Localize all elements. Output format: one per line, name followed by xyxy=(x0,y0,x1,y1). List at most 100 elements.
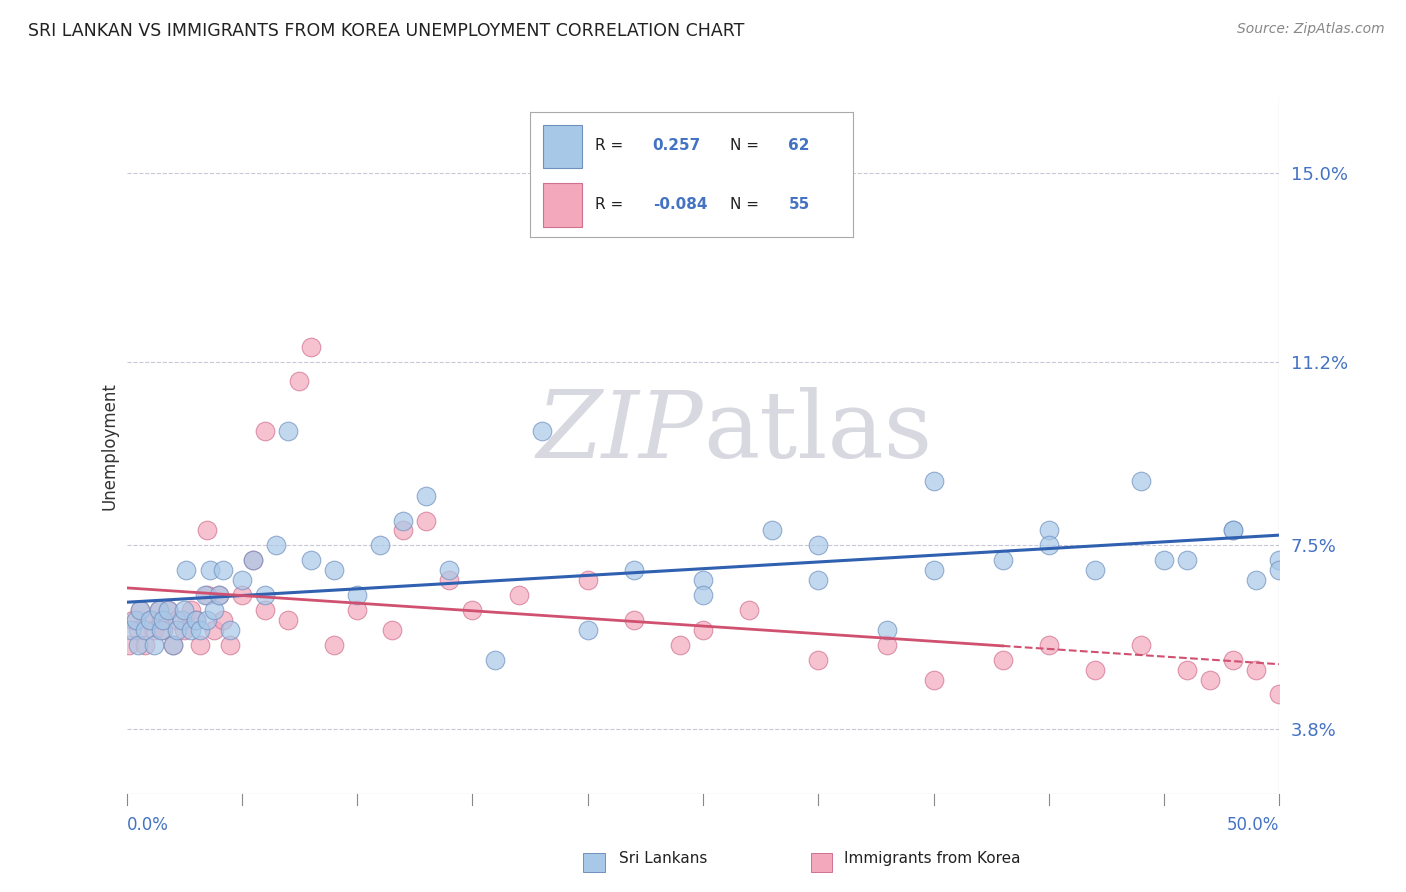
Point xyxy=(991,553,1014,567)
Point xyxy=(143,623,166,637)
Point xyxy=(208,588,231,602)
Point xyxy=(299,553,322,567)
Point xyxy=(180,603,202,617)
Point xyxy=(242,553,264,567)
Point xyxy=(807,653,830,667)
Point xyxy=(1246,663,1268,677)
Point xyxy=(162,638,184,652)
Point xyxy=(576,573,599,587)
Point xyxy=(212,563,235,577)
Point xyxy=(150,623,173,637)
Text: ZIP: ZIP xyxy=(536,387,703,477)
Point xyxy=(120,623,142,637)
Point xyxy=(253,588,276,602)
Point xyxy=(219,623,242,637)
Point xyxy=(1222,653,1244,667)
Point xyxy=(508,588,530,602)
Point xyxy=(530,424,553,438)
Point xyxy=(922,673,945,687)
Point xyxy=(198,563,221,577)
Point xyxy=(1222,524,1244,538)
Point xyxy=(439,573,461,587)
Point xyxy=(1175,553,1198,567)
Point xyxy=(170,613,193,627)
Point xyxy=(1268,563,1291,577)
Point xyxy=(231,588,253,602)
Point xyxy=(138,613,160,627)
Point xyxy=(1038,638,1060,652)
Point xyxy=(692,573,714,587)
Point xyxy=(392,524,415,538)
Point xyxy=(922,563,945,577)
Point xyxy=(176,563,198,577)
Point xyxy=(922,474,945,488)
Point xyxy=(415,489,437,503)
Point xyxy=(1175,663,1198,677)
Point xyxy=(669,638,692,652)
Point xyxy=(738,603,761,617)
Point xyxy=(195,524,218,538)
Point xyxy=(195,588,218,602)
Point xyxy=(623,613,645,627)
Point xyxy=(346,603,368,617)
Point xyxy=(692,623,714,637)
Point xyxy=(876,623,898,637)
Point xyxy=(484,653,506,667)
Point xyxy=(1222,524,1244,538)
Point xyxy=(253,424,276,438)
Point xyxy=(162,638,184,652)
Point xyxy=(150,613,173,627)
Point xyxy=(242,553,264,567)
Point xyxy=(129,603,152,617)
Point xyxy=(148,603,170,617)
Point xyxy=(219,638,242,652)
Point xyxy=(152,623,174,637)
Point xyxy=(1084,563,1107,577)
Point xyxy=(194,588,217,602)
Text: 0.0%: 0.0% xyxy=(127,816,169,834)
Point xyxy=(188,638,211,652)
Text: Source: ZipAtlas.com: Source: ZipAtlas.com xyxy=(1237,22,1385,37)
Point xyxy=(1038,524,1060,538)
Point xyxy=(266,538,288,552)
Point xyxy=(208,588,231,602)
Point xyxy=(202,603,225,617)
Point xyxy=(195,613,218,627)
Point xyxy=(1038,538,1060,552)
Point xyxy=(148,603,170,617)
Point xyxy=(173,623,195,637)
Point xyxy=(1199,673,1222,687)
Point xyxy=(1268,688,1291,702)
Point xyxy=(173,603,195,617)
Point xyxy=(1153,553,1175,567)
Point xyxy=(807,573,830,587)
Point xyxy=(623,563,645,577)
Point xyxy=(299,340,322,354)
Point xyxy=(576,623,599,637)
Point xyxy=(129,603,152,617)
Point xyxy=(202,623,225,637)
Point xyxy=(157,603,180,617)
Point xyxy=(127,638,149,652)
Point xyxy=(184,613,207,627)
Text: SRI LANKAN VS IMMIGRANTS FROM KOREA UNEMPLOYMENT CORRELATION CHART: SRI LANKAN VS IMMIGRANTS FROM KOREA UNEM… xyxy=(28,22,745,40)
Point xyxy=(346,588,368,602)
Text: Sri Lankans: Sri Lankans xyxy=(619,851,707,865)
Point xyxy=(288,375,311,389)
Point xyxy=(188,623,211,637)
Point xyxy=(991,653,1014,667)
Point xyxy=(180,623,202,637)
Point xyxy=(143,638,166,652)
Point xyxy=(152,613,174,627)
Point xyxy=(368,538,391,552)
Point xyxy=(125,613,148,627)
Point xyxy=(807,538,830,552)
Point xyxy=(277,424,299,438)
Point xyxy=(184,613,207,627)
Point xyxy=(277,613,299,627)
Point xyxy=(1130,474,1153,488)
Point xyxy=(415,514,437,528)
Point xyxy=(1268,553,1291,567)
Point xyxy=(439,563,461,577)
Point xyxy=(166,613,188,627)
